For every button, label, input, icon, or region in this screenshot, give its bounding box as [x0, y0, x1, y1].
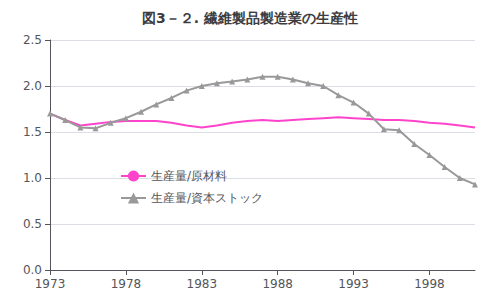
svg-text:1.0: 1.0 — [23, 171, 42, 185]
svg-text:2.0: 2.0 — [23, 79, 42, 93]
svg-text:1.5: 1.5 — [23, 125, 42, 139]
svg-text:生産量/資本ストック: 生産量/資本ストック — [151, 191, 263, 205]
svg-text:0.5: 0.5 — [23, 217, 42, 231]
svg-text:0.0: 0.0 — [23, 263, 42, 277]
svg-text:図3－２. 繊維製品製造業の生産性: 図3－２. 繊維製品製造業の生産性 — [142, 10, 358, 26]
svg-text:1978: 1978 — [111, 277, 142, 291]
svg-text:1993: 1993 — [338, 277, 369, 291]
svg-text:1988: 1988 — [262, 277, 293, 291]
svg-text:1998: 1998 — [414, 277, 445, 291]
svg-text:1973: 1973 — [35, 277, 66, 291]
svg-text:1983: 1983 — [187, 277, 218, 291]
svg-text:2.5: 2.5 — [23, 33, 42, 47]
svg-text:生産量/原材料: 生産量/原材料 — [151, 169, 227, 183]
